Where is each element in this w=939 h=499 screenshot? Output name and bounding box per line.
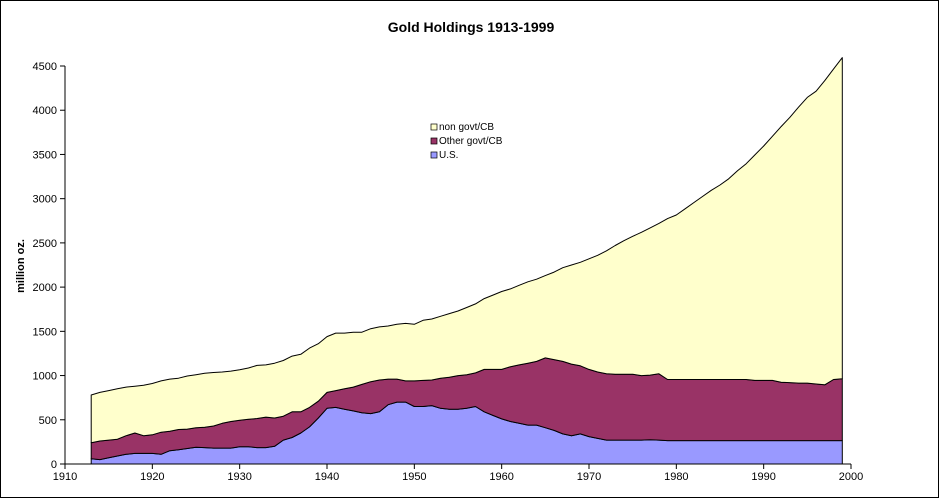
y-axis-title: million oz.: [15, 239, 27, 293]
y-tick-label: 4500: [33, 61, 57, 73]
y-tick-label: 0: [51, 459, 57, 471]
legend-swatch-non-govt-cb: [430, 123, 438, 131]
x-tick-label: 1950: [402, 471, 426, 483]
legend-swatch-u-s: [430, 151, 438, 159]
y-tick-label: 3000: [33, 194, 57, 206]
y-tick-label: 2000: [33, 282, 57, 294]
chart-title: Gold Holdings 1913-1999: [388, 19, 555, 35]
y-tick-label: 3500: [33, 149, 57, 161]
legend: non govt/CB Other govt/CB U.S.: [430, 122, 503, 161]
y-tick-label: 500: [39, 415, 57, 427]
legend-label-other-govt-cb: Other govt/CB: [439, 136, 503, 147]
x-tick-label: 1980: [664, 471, 688, 483]
x-tick-label: 1990: [751, 471, 775, 483]
area-non-govt-cb: [90, 57, 843, 444]
axes: 0 500 1000 1500 2000 2500 3000 3500 4000 4500 1910…: [33, 61, 864, 483]
y-tick-label: 2500: [33, 238, 57, 250]
legend-swatch-other-govt-cb: [430, 137, 438, 145]
x-tick-label: 1920: [140, 471, 164, 483]
x-tick-label: 1940: [315, 471, 339, 483]
x-tick-label: 1910: [53, 471, 77, 483]
x-tick-label: 1960: [489, 471, 513, 483]
y-tick-label: 1000: [33, 371, 57, 383]
x-tick-label: 1930: [227, 471, 251, 483]
x-tick-label: 1970: [577, 471, 601, 483]
legend-label-u-s: U.S.: [439, 150, 458, 161]
y-tick-label: 4000: [33, 105, 57, 117]
area-series-group: [90, 57, 843, 465]
y-tick-label: 1500: [33, 326, 57, 338]
x-tick-label: 2000: [839, 471, 863, 483]
legend-label-non-govt-cb: non govt/CB: [439, 122, 494, 133]
